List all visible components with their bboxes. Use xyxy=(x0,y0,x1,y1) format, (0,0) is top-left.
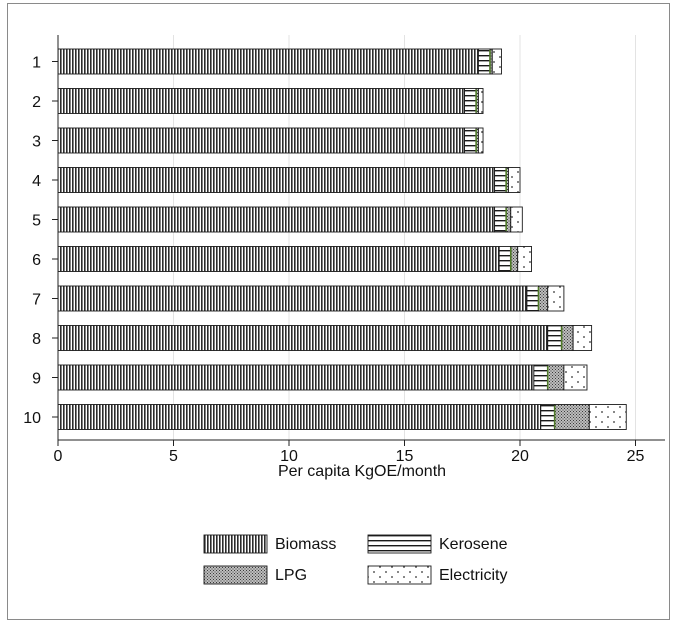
bar-row xyxy=(57,364,588,391)
bar-segment-kerosene xyxy=(464,88,477,114)
bar-segment-electricity xyxy=(510,206,523,233)
bar-segment-electricity xyxy=(477,88,484,114)
legend-swatch xyxy=(203,565,268,585)
bar-segment-kerosene xyxy=(526,285,539,312)
bar-segment-biomass xyxy=(57,167,496,193)
legend-swatch xyxy=(203,534,268,554)
legend-item-kerosene: Kerosene xyxy=(367,534,508,554)
legend-label: LPG xyxy=(275,567,307,584)
legend-item-biomass: Biomass xyxy=(203,534,336,554)
bars-group xyxy=(57,48,627,430)
bar-segment-lpg xyxy=(561,325,574,351)
bar-segment-lpg xyxy=(547,364,565,391)
y-category-label: 8 xyxy=(32,331,41,348)
y-category-label: 7 xyxy=(32,292,41,309)
bar-segment-electricity xyxy=(547,285,565,312)
legend: Biomass Kerosene LPG Electricity xyxy=(203,534,508,585)
y-category-label: 4 xyxy=(32,173,41,190)
bar-row xyxy=(57,325,593,351)
y-category-label: 2 xyxy=(32,94,41,111)
bar-segment-electricity xyxy=(563,364,588,391)
x-tick-label: 15 xyxy=(396,448,414,465)
bar-segment-electricity xyxy=(491,48,502,75)
x-tick-label: 5 xyxy=(169,448,178,465)
bar-segment-biomass xyxy=(57,127,466,154)
bar-segment-kerosene xyxy=(498,246,512,272)
bar-segment-kerosene xyxy=(533,364,549,391)
y-category-labels: 1 2 3 4 5 6 7 8 9 10 xyxy=(23,55,58,427)
bar-segment-biomass xyxy=(57,325,549,351)
bar-segment-electricity xyxy=(517,246,533,272)
bar-segment-electricity xyxy=(508,167,521,193)
bar-segment-electricity xyxy=(477,127,484,154)
y-category-label: 5 xyxy=(32,213,41,230)
bar-row xyxy=(57,285,565,312)
bar-segment-kerosene xyxy=(494,167,507,193)
bar-row xyxy=(57,404,627,430)
bar-segment-kerosene xyxy=(540,404,556,430)
bar-segment-biomass xyxy=(57,48,479,75)
y-category-label: 10 xyxy=(23,410,41,427)
x-tick-label: 25 xyxy=(627,448,645,465)
bar-segment-electricity xyxy=(588,404,627,430)
legend-label: Kerosene xyxy=(439,536,508,553)
axes-group xyxy=(57,35,665,441)
bar-segment-kerosene xyxy=(547,325,563,351)
bar-row xyxy=(57,167,521,193)
bar-segment-biomass xyxy=(57,364,535,391)
legend-swatch xyxy=(367,534,432,554)
bar-row xyxy=(57,48,502,75)
bar-segment-kerosene xyxy=(477,48,491,75)
bar-segment-biomass xyxy=(57,404,542,430)
x-ticks: 0 5 10 15 20 25 xyxy=(54,440,645,465)
bar-segment-biomass xyxy=(57,285,528,312)
y-category-label: 3 xyxy=(32,134,41,151)
legend-item-lpg: LPG xyxy=(203,565,307,585)
bar-segment-lpg xyxy=(538,285,549,312)
legend-item-electricity: Electricity xyxy=(367,565,507,585)
bar-segment-biomass xyxy=(57,246,500,272)
bar-segment-biomass xyxy=(57,206,496,233)
bar-segment-lpg xyxy=(554,404,590,430)
bar-segment-kerosene xyxy=(494,206,507,233)
legend-label: Electricity xyxy=(439,567,507,584)
y-category-label: 6 xyxy=(32,252,41,269)
bar-row xyxy=(57,88,484,114)
y-category-label: 9 xyxy=(32,371,41,388)
bar-segment-biomass xyxy=(57,88,466,114)
bar-segment-electricity xyxy=(572,325,593,351)
bar-row xyxy=(57,127,484,154)
legend-label: Biomass xyxy=(275,536,336,553)
y-category-label: 1 xyxy=(32,55,41,72)
bar-row xyxy=(57,246,533,272)
x-tick-label: 10 xyxy=(280,448,298,465)
x-axis-label: Per capita KgOE/month xyxy=(278,463,446,480)
legend-swatch xyxy=(367,565,432,585)
bar-segment-kerosene xyxy=(464,127,477,154)
bar-segment-lpg xyxy=(510,246,519,272)
bar-row xyxy=(57,206,523,233)
x-tick-label: 0 xyxy=(54,448,63,465)
x-tick-label: 20 xyxy=(511,448,529,465)
